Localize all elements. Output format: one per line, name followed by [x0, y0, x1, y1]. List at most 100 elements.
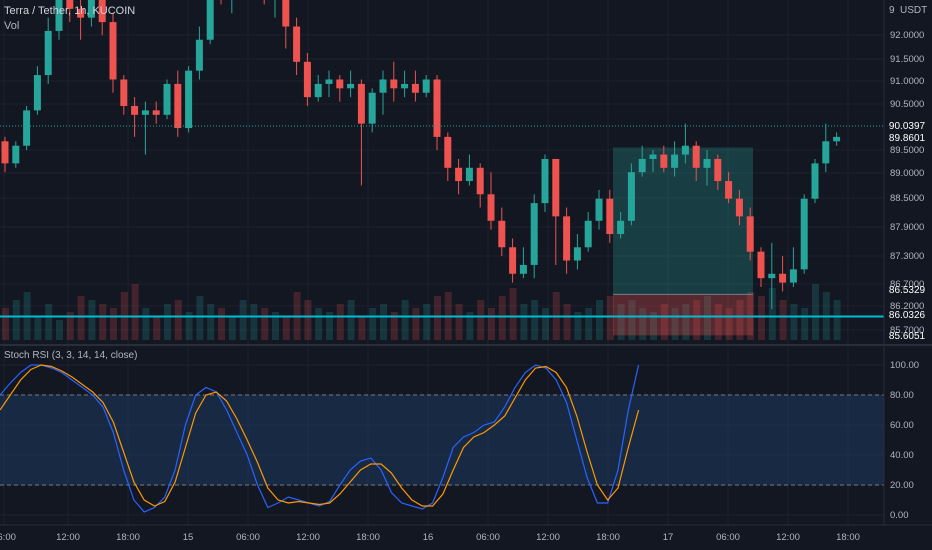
volume-bar: [509, 288, 517, 340]
volume-bar: [99, 304, 107, 340]
volume-bar: [520, 304, 528, 340]
currency-label[interactable]: USDT: [900, 5, 928, 16]
volume-bar: [423, 304, 431, 340]
hline-price-marker: 86.0326: [888, 310, 926, 321]
volume-bar: [347, 300, 355, 340]
candle-body: [163, 83, 171, 115]
candle-body: [87, 0, 95, 18]
volume-bar: [45, 304, 53, 340]
volume-bar: [185, 312, 193, 340]
candle-body: [347, 83, 355, 89]
stoch-tick-label: 40.00: [890, 450, 914, 461]
candle-body: [627, 172, 635, 221]
candle-body: [314, 83, 322, 98]
candle-body: [789, 269, 797, 283]
candle-body: [282, 0, 290, 27]
stoch-tick-label: 0.00: [890, 510, 909, 521]
candle-body: [357, 83, 365, 124]
candle-body: [109, 22, 117, 80]
candle-body: [293, 26, 301, 62]
symbol-title[interactable]: Terra / Tether, 1h, KUCOIN: [4, 5, 136, 17]
volume-bar: [596, 300, 603, 340]
candle-body: [422, 79, 430, 93]
time-tick-label: 17: [663, 532, 674, 543]
candle-body: [509, 247, 517, 274]
time-tick-label: 12:00: [536, 532, 560, 543]
candle-body: [411, 83, 419, 93]
indicator-legend[interactable]: Stoch RSI (3, 3, 14, 14, close): [4, 350, 138, 361]
time-tick-label: 06:00: [476, 532, 500, 543]
time-tick-label: 12:00: [56, 532, 80, 543]
candle-body: [606, 198, 614, 235]
stoch-d-line: [0, 364, 640, 507]
time-tick-label: 06:00: [0, 532, 16, 543]
candle-body: [141, 110, 149, 115]
candle-body: [779, 273, 787, 283]
candle-body: [44, 30, 52, 76]
long-position-tool[interactable]: [613, 147, 753, 336]
price-tick-label: 86.7000: [890, 279, 924, 290]
volume-bar: [812, 284, 819, 340]
volume-bar: [498, 296, 506, 340]
volume-bar: [218, 308, 225, 340]
candle-body: [671, 154, 679, 168]
candle-body: [368, 92, 376, 124]
price-tick-label: 91.0000: [890, 76, 924, 87]
price-axis[interactable]: 92.0000 91.5000 91.0000 90.5000 89.5000 89.00…: [890, 30, 924, 336]
volume-bar: [153, 316, 161, 340]
candle-body: [465, 167, 473, 182]
volume-bar: [801, 308, 809, 340]
volume-bar: [682, 304, 690, 340]
price-tick-label: 90.5000: [890, 99, 924, 110]
volume-bar: [574, 312, 582, 340]
volume-bar: [639, 308, 647, 340]
volume-bar: [736, 300, 744, 340]
volume-bar: [207, 304, 215, 340]
candle-body: [595, 198, 603, 221]
candle-body: [498, 220, 506, 248]
price-tick-label: 91.5000: [890, 54, 924, 65]
volume-bar: [315, 308, 323, 340]
stoch-axis[interactable]: 100.00 80.00 60.00 40.00 20.00 0.00: [890, 360, 919, 521]
time-axis[interactable]: 06:00 12:00 18:00 15 06:00 12:00 18:00 16 06:00 1…: [0, 532, 860, 543]
candle-body: [541, 158, 549, 204]
candle-body: [735, 198, 743, 217]
volume-bar: [380, 304, 387, 340]
candle-body: [12, 145, 20, 164]
stoch-tick-label: 60.00: [890, 420, 914, 431]
candle-body: [660, 154, 668, 168]
candle-body: [649, 154, 657, 159]
volume-legend[interactable]: Vol: [4, 20, 20, 32]
target-price-marker: 89.8601: [888, 133, 926, 144]
candle-body: [833, 136, 841, 142]
candle-body: [487, 194, 495, 221]
volume-bar: [228, 316, 236, 340]
volume-bar: [326, 312, 333, 340]
volume-bar: [66, 312, 74, 340]
stoch-tick-label: 80.00: [890, 390, 914, 401]
candle-body: [725, 181, 733, 199]
candle-body: [55, 0, 63, 31]
candle-body: [206, 0, 214, 40]
candle-body: [692, 145, 700, 168]
volume-bar: [531, 300, 539, 340]
volume-bar: [455, 304, 463, 340]
volume-bar: [488, 308, 495, 340]
volume-bar: [164, 304, 171, 340]
candle-body: [519, 264, 527, 274]
volume-bar: [369, 308, 377, 340]
price-tick-label: 89.0000: [890, 168, 924, 179]
stop-price-marker: 85.6051: [888, 331, 926, 342]
volume-bar: [174, 300, 182, 340]
volume-bar: [304, 300, 312, 340]
volume-bar: [336, 304, 344, 340]
time-tick-label: 18:00: [116, 532, 140, 543]
candle-body: [77, 8, 85, 18]
time-tick-label: 18:00: [356, 532, 380, 543]
time-tick-label: 15: [183, 532, 194, 543]
candle-body: [584, 220, 592, 248]
candle-body: [303, 61, 311, 98]
candle-body: [455, 167, 463, 182]
time-tick-label: 06:00: [716, 532, 740, 543]
